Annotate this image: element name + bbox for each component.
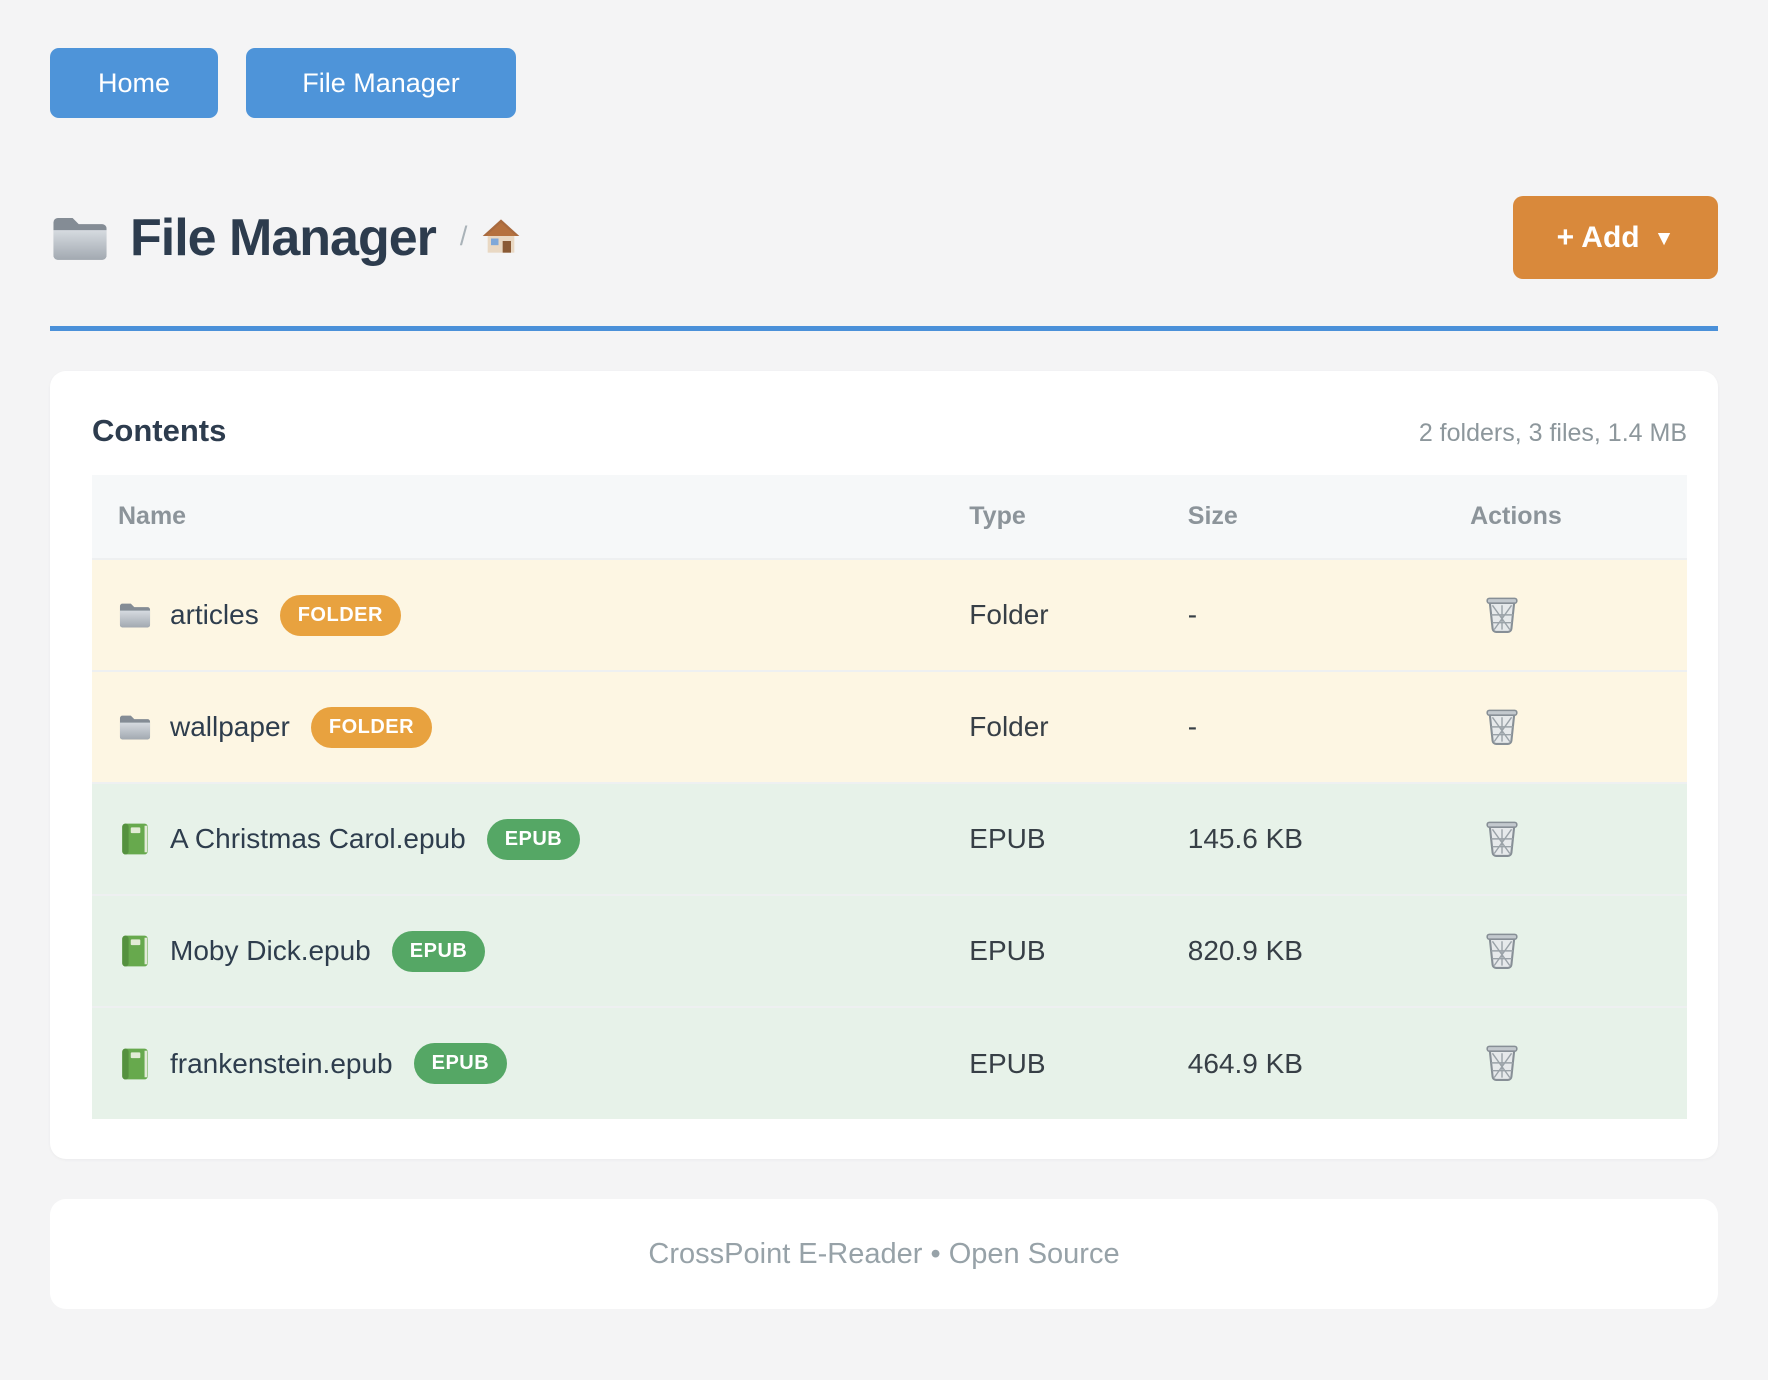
cell-size: - [1187,671,1471,783]
green-book-icon [118,1047,152,1081]
type-badge: EPUB [486,818,581,860]
delete-button[interactable] [1480,814,1524,862]
page-title: File Manager [130,208,437,267]
cell-type: EPUB [969,1007,1188,1119]
delete-button[interactable] [1480,1038,1524,1086]
house-icon[interactable] [481,216,521,256]
table-row[interactable]: articles FOLDER Folder - [92,559,1687,671]
trash-icon [1486,820,1518,857]
footer-text: CrossPoint E-Reader • Open Source [648,1237,1120,1270]
column-header-size: Size [1187,475,1471,559]
page-header: File Manager / + Add ▼ [50,196,1718,331]
green-book-icon [118,822,152,856]
table-header-row: Name Type Size Actions [92,475,1687,559]
chevron-down-icon: ▼ [1653,226,1675,250]
trash-icon [1486,596,1518,633]
trash-icon [1486,708,1518,745]
cell-size: 820.9 KB [1187,895,1471,1007]
contents-heading: Contents [92,413,227,448]
contents-card: Contents 2 folders, 3 files, 1.4 MB Name… [50,371,1718,1159]
type-badge: FOLDER [310,706,433,748]
file-name[interactable]: A Christmas Carol.epub [170,823,466,854]
column-header-type: Type [969,475,1188,559]
file-name[interactable]: frankenstein.epub [170,1047,393,1079]
file-name[interactable]: wallpaper [170,711,290,742]
table-row[interactable]: wallpaper FOLDER Folder - [92,671,1687,783]
add-button-label: + Add [1556,220,1640,254]
top-nav: Home File Manager [50,0,1718,118]
type-badge: FOLDER [279,594,401,636]
folder-icon [118,598,152,632]
cell-type: Folder [969,559,1188,671]
home-button[interactable]: Home [50,48,218,118]
cell-size: 464.9 KB [1187,1007,1471,1119]
green-book-icon [118,934,152,968]
type-badge: EPUB [413,1043,508,1084]
file-manager-button[interactable]: File Manager [246,48,516,118]
table-row[interactable]: frankenstein.epub EPUB EPUB 464.9 KB [92,1007,1687,1119]
delete-button[interactable] [1480,590,1524,638]
cell-type: EPUB [969,783,1188,895]
type-badge: EPUB [391,930,486,972]
delete-button[interactable] [1480,926,1524,974]
contents-summary: 2 folders, 3 files, 1.4 MB [1418,419,1687,447]
trash-icon [1486,932,1518,969]
file-name[interactable]: Moby Dick.epub [170,935,371,966]
table-row[interactable]: A Christmas Carol.epub EPUB EPUB 145.6 K… [92,783,1687,895]
delete-button[interactable] [1480,702,1524,750]
table-row[interactable]: Moby Dick.epub EPUB EPUB 820.9 KB [92,895,1687,1007]
add-button[interactable]: + Add ▼ [1513,196,1718,279]
folder-icon [118,710,152,744]
cell-size: - [1187,559,1471,671]
breadcrumb-separator: / [459,220,468,251]
cell-size: 145.6 KB [1187,783,1471,895]
cell-type: Folder [969,671,1188,783]
trash-icon [1486,1045,1518,1081]
breadcrumb: / [460,216,522,260]
folder-icon [53,217,107,260]
title-wrap: File Manager / [50,208,521,268]
column-header-name: Name [92,475,970,559]
cell-type: EPUB [969,895,1188,1007]
column-header-actions: Actions [1470,475,1687,559]
file-name[interactable]: articles [170,599,259,630]
file-table: Name Type Size Actions articles FOLDER F… [92,475,1687,1119]
footer: CrossPoint E-Reader • Open Source [50,1199,1718,1309]
contents-table-body: articles FOLDER Folder - wallpaper FOLDE… [92,559,1687,1119]
